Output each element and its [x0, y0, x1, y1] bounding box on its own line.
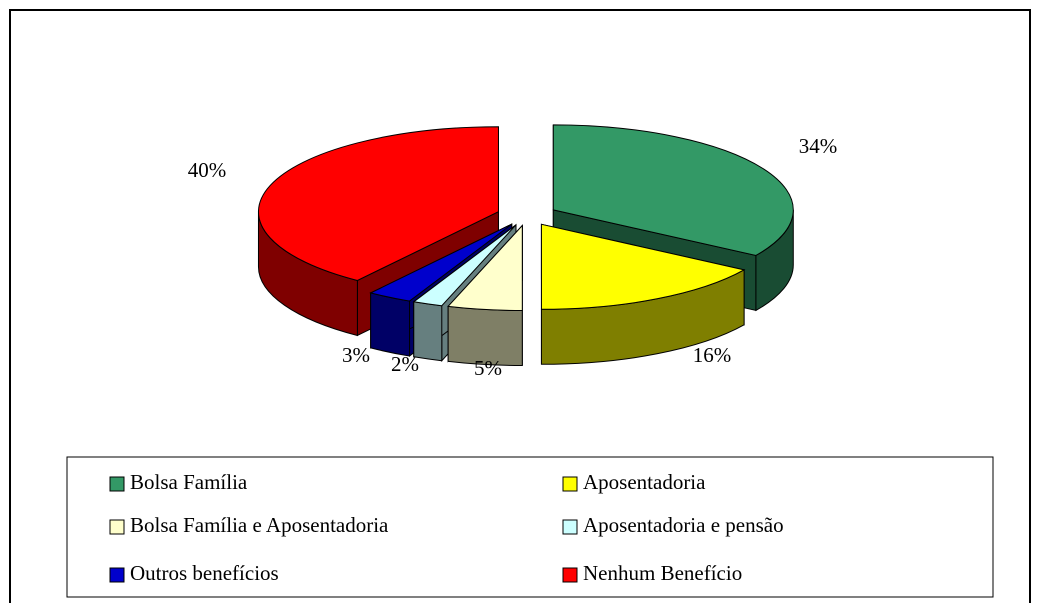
legend-label: Outros benefícios	[130, 561, 279, 585]
pie-slice	[540, 223, 746, 310]
legend-label: Bolsa Família	[130, 470, 248, 494]
pie-slice	[447, 224, 523, 311]
data-label: 3%	[342, 343, 370, 367]
legend-swatch	[562, 519, 578, 535]
pie-slice	[369, 223, 513, 302]
legend-label: Nenhum Benefício	[583, 561, 742, 585]
slice-wall	[370, 292, 411, 357]
pie-slice	[258, 126, 499, 282]
data-label: 5%	[474, 356, 502, 380]
legend-label: Bolsa Família e Aposentadoria	[130, 513, 389, 537]
data-label: 40%	[188, 158, 227, 182]
legend-swatch	[562, 476, 578, 492]
data-label: 2%	[391, 352, 419, 376]
legend-swatch	[109, 519, 125, 535]
legend-box	[66, 456, 994, 598]
pie-slice	[412, 224, 517, 307]
data-label: 16%	[693, 343, 732, 367]
data-label: 34%	[799, 134, 838, 158]
legend-swatch	[109, 476, 125, 492]
legend-label: Aposentadoria e pensão	[583, 513, 784, 537]
legend-swatch	[562, 567, 578, 583]
legend-swatch	[109, 567, 125, 583]
legend-label: Aposentadoria	[583, 470, 706, 494]
pie-slice	[552, 124, 794, 256]
